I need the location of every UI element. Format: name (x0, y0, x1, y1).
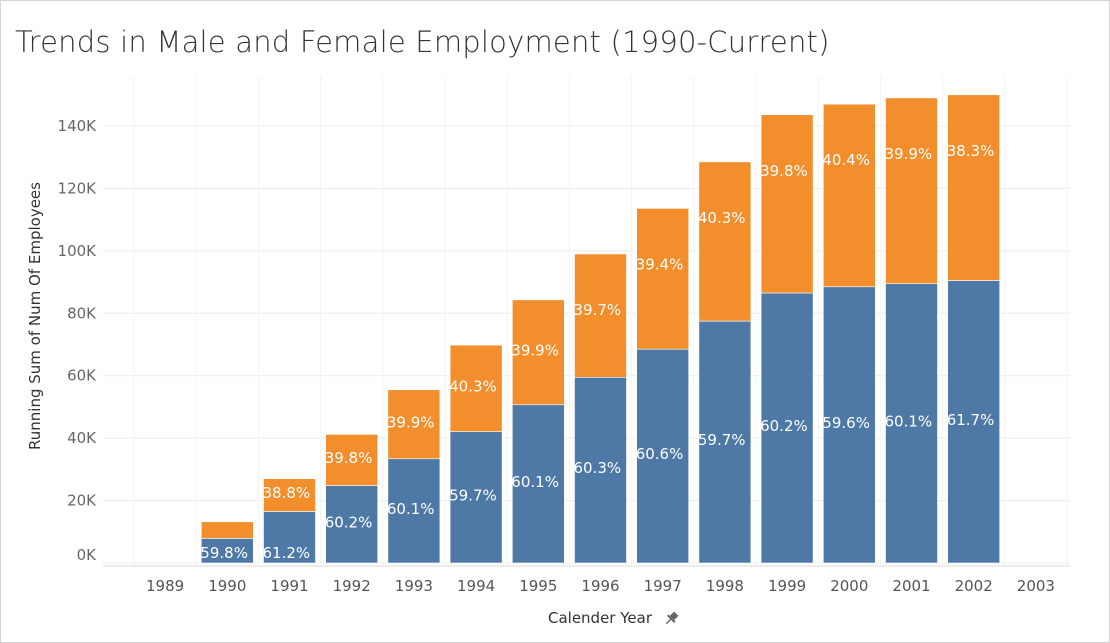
y-tick-label: 80K (67, 304, 97, 322)
bar-male-1992[interactable] (325, 485, 379, 564)
data-label-female: 40.3% (698, 209, 746, 227)
x-tick-label: 1998 (706, 577, 744, 595)
bar-female-1997[interactable] (636, 208, 690, 350)
data-label-female: 39.7% (574, 301, 622, 319)
data-label-female: 38.8% (263, 484, 311, 502)
bar-female-1994[interactable] (449, 344, 503, 432)
x-tick-label: 1989 (146, 577, 184, 595)
data-label-male: 60.1% (511, 473, 559, 491)
bar-female-2001[interactable] (885, 97, 938, 284)
data-label-female: 39.4% (636, 255, 684, 273)
data-label-female: 40.3% (449, 377, 497, 395)
bar-male-1993[interactable] (387, 458, 441, 564)
x-axis-title: Calender Year (548, 609, 653, 627)
x-tick-label: 2001 (892, 577, 930, 595)
bar-female-1998[interactable] (698, 161, 752, 322)
x-tick-label: 1993 (395, 577, 433, 595)
bar-male-2002[interactable] (947, 280, 1001, 564)
bar-female-1996[interactable] (574, 253, 627, 378)
x-tick-label: 1997 (644, 577, 682, 595)
bar-male-1990[interactable] (201, 538, 254, 564)
x-tick-label: 1991 (270, 577, 308, 595)
bar-female-1990[interactable] (201, 521, 254, 539)
y-tick-label: 20K (67, 492, 97, 510)
data-label-male: 61.2% (263, 544, 311, 562)
y-tick-label: 0K (77, 546, 98, 564)
bar-male-1998[interactable] (698, 320, 752, 564)
data-label-male: 60.1% (885, 412, 933, 430)
bar-female-2000[interactable] (822, 103, 876, 288)
bar-male-1991[interactable] (263, 511, 316, 564)
data-label-male: 59.7% (449, 486, 497, 504)
x-tick-label: 2003 (1017, 577, 1055, 595)
data-label-male: 61.7% (947, 411, 995, 429)
y-tick-label: 120K (58, 179, 98, 197)
bar-male-1997[interactable] (636, 348, 690, 564)
x-tick-label: 1996 (581, 577, 619, 595)
data-label-male: 59.6% (822, 414, 870, 432)
data-label-male: 60.1% (387, 500, 435, 518)
data-label-male: 59.8% (200, 544, 248, 562)
bar-male-2000[interactable] (822, 286, 876, 564)
data-label-female: 38.3% (947, 142, 995, 160)
y-tick-label: 140K (58, 117, 98, 135)
x-tick-label: 1999 (768, 577, 806, 595)
bar-female-1992[interactable] (325, 434, 379, 486)
x-tick-label: 1990 (208, 577, 246, 595)
x-tick-label: 2002 (955, 577, 993, 595)
bar-female-1995[interactable] (511, 299, 565, 406)
x-tick-label: 1992 (333, 577, 371, 595)
x-tick-label: 1994 (457, 577, 495, 595)
data-label-male: 60.2% (760, 417, 808, 435)
pin-icon[interactable] (663, 610, 680, 627)
x-tick-label: 1995 (519, 577, 557, 595)
data-label-female: 39.8% (325, 449, 373, 467)
bar-female-1999[interactable] (760, 114, 814, 294)
bar-male-1999[interactable] (760, 292, 814, 564)
data-label-female: 40.4% (822, 151, 870, 169)
data-label-female: 39.9% (885, 145, 933, 163)
y-tick-label: 60K (67, 367, 97, 385)
data-label-male: 60.3% (574, 459, 622, 477)
data-label-female: 39.9% (511, 341, 559, 359)
data-label-male: 60.6% (636, 445, 684, 463)
x-tick-label: 2000 (830, 577, 868, 595)
data-label-male: 60.2% (325, 513, 373, 531)
data-label-female: 39.8% (760, 162, 808, 180)
chart-title: Trends in Male and Female Employment (19… (15, 25, 830, 59)
bar-male-1995[interactable] (511, 404, 565, 564)
bar-male-1994[interactable] (449, 431, 503, 564)
bar-female-1993[interactable] (387, 389, 441, 460)
bar-male-1996[interactable] (574, 376, 627, 564)
bar-female-1991[interactable] (263, 478, 316, 512)
bar-male-2001[interactable] (885, 283, 938, 564)
y-tick-label: 40K (67, 429, 97, 447)
y-tick-label: 100K (58, 242, 98, 260)
data-label-female: 39.9% (387, 413, 435, 431)
data-label-male: 59.7% (698, 431, 746, 449)
bar-female-2002[interactable] (947, 94, 1001, 281)
y-axis-title: Running Sum of Num Of Employees (26, 182, 44, 450)
